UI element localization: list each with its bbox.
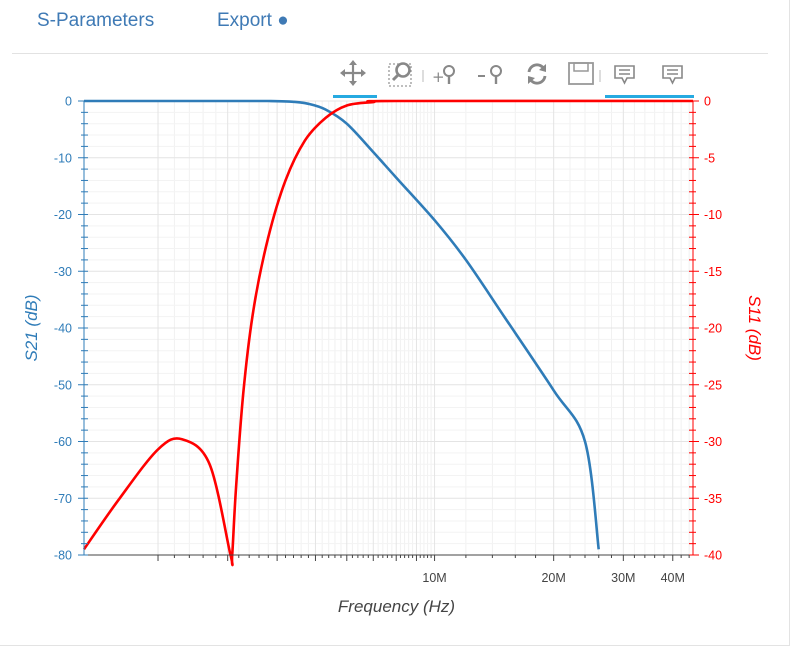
y-right-tick-label: -5 (704, 151, 715, 165)
reset-tool-button[interactable] (522, 58, 552, 90)
box-zoom-icon (388, 62, 412, 87)
x-tick-label: 10M (422, 571, 446, 585)
hover-tool-2-button[interactable] (658, 58, 688, 90)
x-tick-label: 30M (611, 571, 635, 585)
y-right-tick-label: -10 (704, 208, 722, 222)
zoom-out-icon (478, 65, 502, 84)
zoom-in-icon: + (422, 65, 455, 86)
tab-bar: S-Parameters Export ● (0, 0, 790, 54)
save-icon (568, 62, 601, 85)
zoom-out-tool-button[interactable] (476, 58, 506, 90)
y-axis-left-title: S21 (dB) (22, 294, 41, 361)
hover-tools-active-indicator (605, 95, 694, 98)
pan-icon (340, 60, 366, 86)
axes-layer: 0 -10 -20 -30 -40 -50 -60 -70 -80 0 -5 -10 -15 -20 -25… (54, 95, 722, 586)
comment-icon (662, 65, 683, 85)
zoom-in-tool-button[interactable]: + (422, 58, 455, 90)
reset-icon (527, 63, 547, 85)
svg-text:+: + (432, 68, 445, 86)
y-left-tick-label: 0 (65, 95, 72, 109)
y-left-tick-label: -10 (54, 151, 72, 165)
pan-tool-active-indicator (333, 95, 377, 98)
box-zoom-tool-button[interactable] (386, 58, 416, 90)
y-right-tick-label: -25 (704, 378, 722, 392)
y-left-tick-label: -60 (54, 435, 72, 449)
y-right-tick-label: -40 (704, 549, 722, 563)
y-right-tick-label: 0 (704, 95, 711, 109)
series-line-s11 (82, 99, 694, 567)
tab-s-parameters[interactable]: S-Parameters (37, 10, 155, 31)
y-left-tick-label: -50 (54, 378, 72, 392)
y-left-tick-label: -20 (54, 208, 72, 222)
y-left-tick-label: -30 (54, 265, 72, 279)
hover-tool-1-button[interactable] (610, 58, 640, 90)
y-right-tick-label: -30 (704, 435, 722, 449)
x-tick-label: 40M (661, 571, 685, 585)
x-axis-title: Frequency (Hz) (338, 597, 455, 616)
y-right-tick-label: -15 (704, 265, 722, 279)
series-layer (82, 99, 694, 567)
comment-icon (614, 65, 635, 85)
tab-export[interactable]: Export ● (217, 10, 289, 31)
y-right-tick-label: -35 (704, 492, 722, 506)
pan-tool-button[interactable] (338, 58, 368, 90)
panel-border-right (789, 0, 790, 646)
tab-divider (12, 53, 768, 54)
series-line-s21 (83, 99, 600, 550)
save-tool-button[interactable] (566, 58, 601, 90)
plot-toolbar: + (330, 58, 700, 100)
y-left-tick-label: -80 (54, 549, 72, 563)
x-tick-label: 20M (541, 571, 565, 585)
y-axis-right-title: S11 (dB) (745, 295, 764, 361)
y-right-tick-label: -20 (704, 322, 722, 336)
y-left-tick-label: -70 (54, 492, 72, 506)
y-left-tick-label: -40 (54, 322, 72, 336)
